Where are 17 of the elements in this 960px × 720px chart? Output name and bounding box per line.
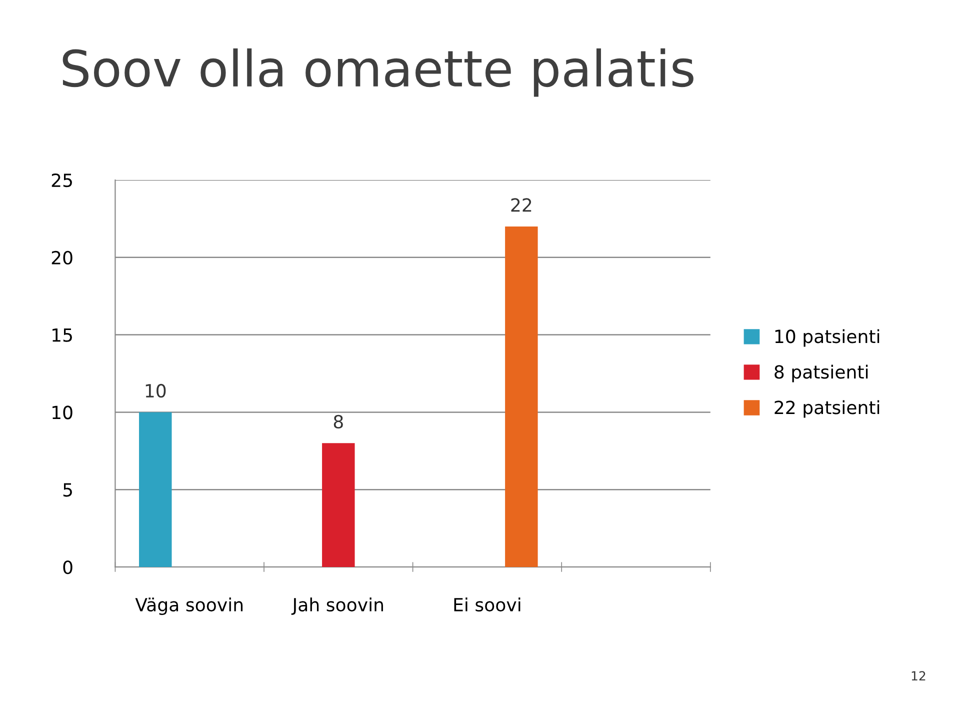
legend-label: 10 patsienti — [775, 329, 880, 347]
data-label: 8 — [334, 414, 343, 429]
text: 12 — [912, 671, 926, 680]
legend-label: 22 patsienti — [774, 400, 880, 418]
x-tick-label: Ei soovi — [454, 598, 520, 612]
legend-label: 8 patsienti — [774, 364, 868, 382]
data-label: 22 — [511, 198, 532, 212]
y-tick-label: 0 — [63, 560, 72, 574]
x-tick-label: Väga soovin — [135, 598, 243, 616]
y-tick-label: 15 — [52, 328, 72, 342]
y-tick-label: 25 — [52, 173, 72, 188]
data-label: 10 — [146, 384, 166, 398]
x-tick-label: Jah soovin — [291, 598, 383, 615]
chart-title: Soov olla omaette palatis — [62, 48, 694, 97]
y-tick-label: 20 — [52, 250, 72, 265]
y-tick-label: 5 — [63, 483, 72, 497]
y-tick-label: 10 — [52, 406, 72, 420]
